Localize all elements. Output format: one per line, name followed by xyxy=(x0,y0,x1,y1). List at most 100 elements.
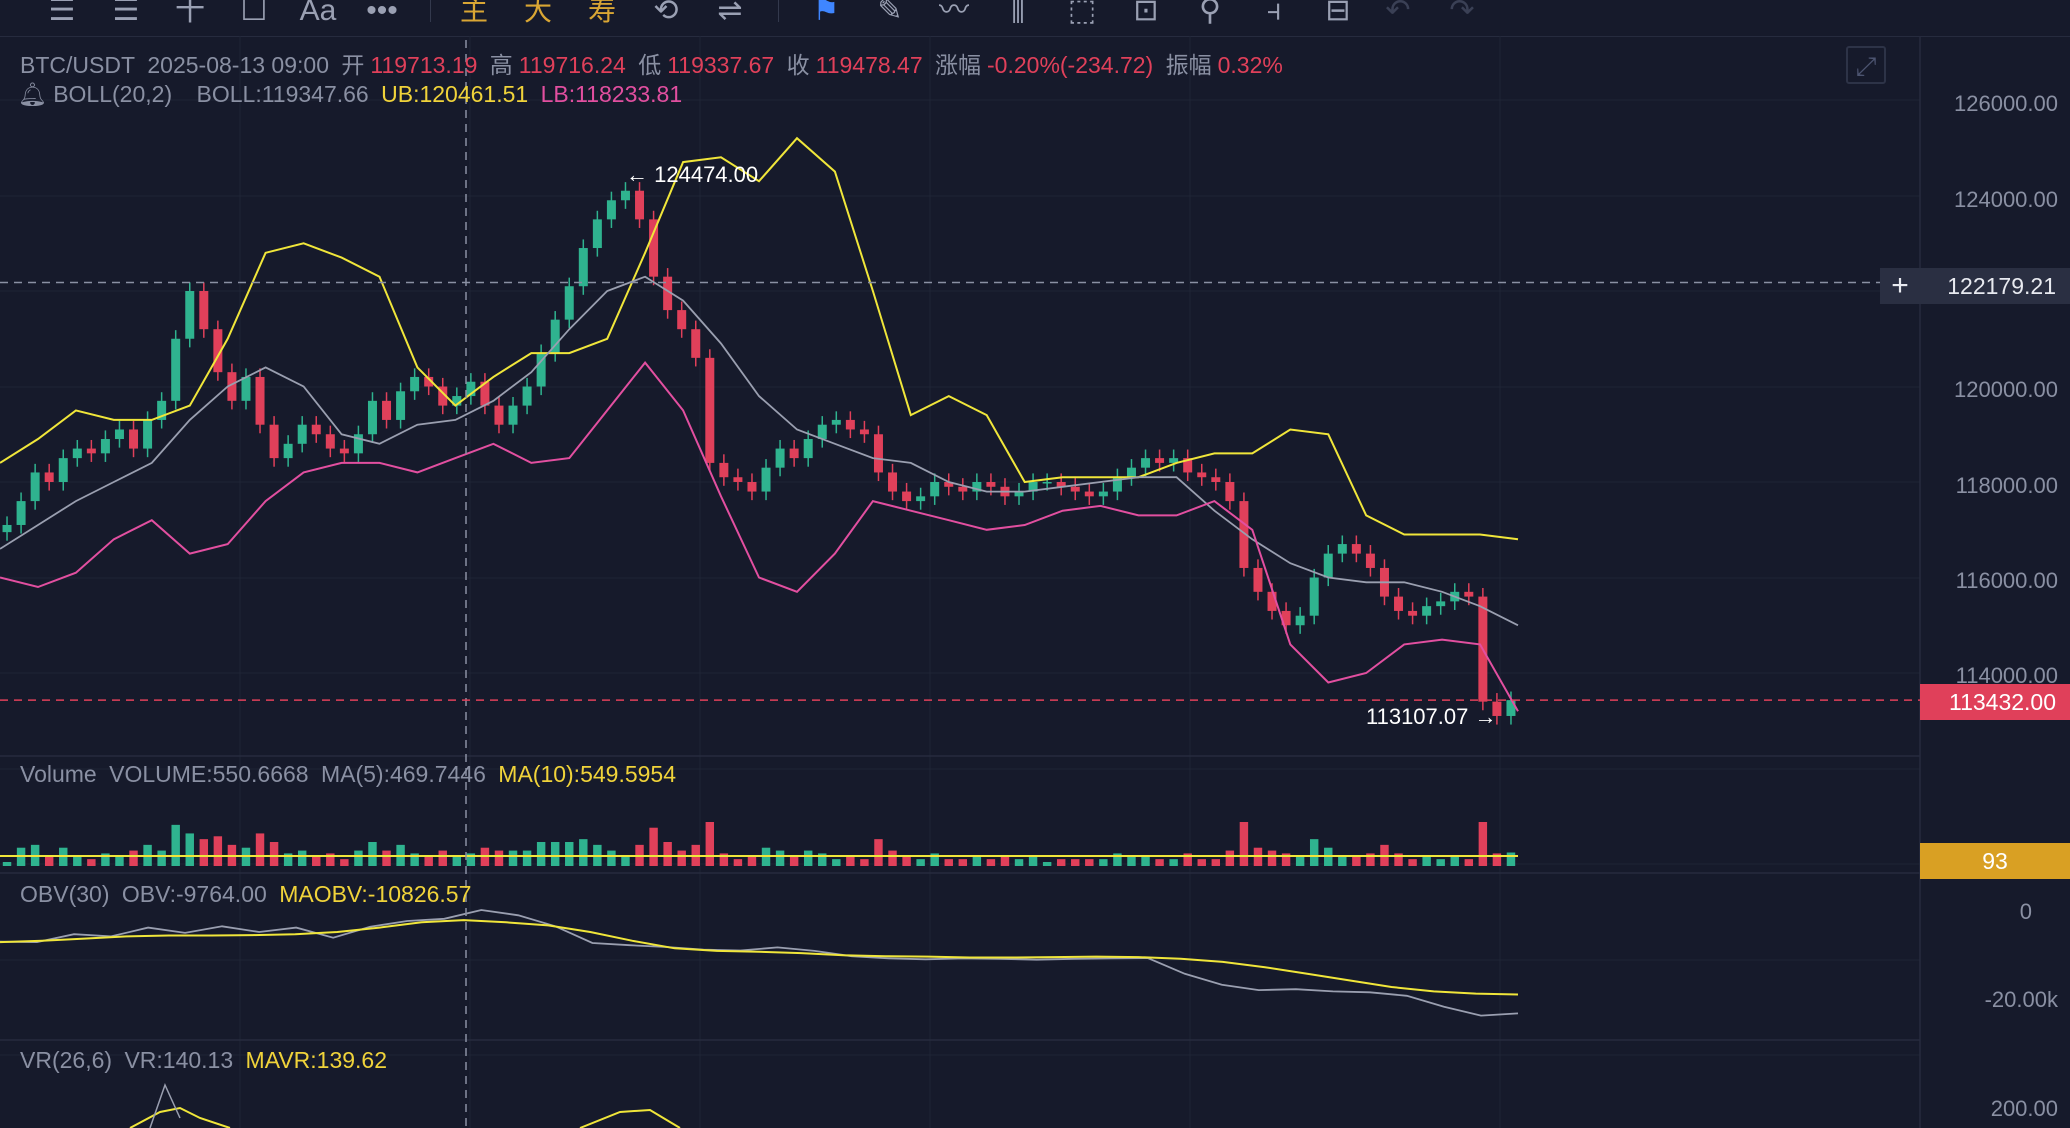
vr-line xyxy=(149,1082,181,1128)
candle-body xyxy=(30,472,40,502)
change-label: 涨幅 xyxy=(935,52,982,78)
volume-bar xyxy=(579,839,588,866)
obv-legend[interactable]: OBV(30) OBV:-9764.00 MAOBV:-10826.57 xyxy=(20,881,477,908)
volume-bar xyxy=(1295,856,1305,866)
candle-body xyxy=(1281,610,1291,626)
obv-value: OBV:-9764.00 xyxy=(121,881,267,907)
volume-bar xyxy=(101,853,110,866)
bell-icon[interactable]: 🔔︎ xyxy=(18,81,48,107)
volume-bar xyxy=(2,862,12,866)
volume-bar xyxy=(1000,856,1010,866)
kline-chart[interactable] xyxy=(0,36,2070,1128)
toolbar-button-0[interactable]: ☰ xyxy=(48,0,76,27)
add-alert-icon[interactable]: + xyxy=(1880,268,1920,304)
toolbar-button-5[interactable]: ••• xyxy=(366,0,398,27)
boll-legend[interactable]: 🔔︎ BOLL(20,2) BOLL:119347.66 UB:120461.51… xyxy=(18,81,688,108)
volume-bar xyxy=(1225,850,1235,866)
toolbar-button-12[interactable]: ✎ xyxy=(877,0,903,27)
obv-axis-tick: -20.00k xyxy=(1984,987,2058,1012)
volume-bars xyxy=(0,822,1518,866)
volume-legend[interactable]: Volume VOLUME:550.6668 MA(5):469.7446 MA… xyxy=(20,761,682,788)
candle-body xyxy=(283,443,293,459)
boll-mid: BOLL:119347.66 xyxy=(196,81,369,107)
candle-body xyxy=(944,482,954,487)
toolbar-button-7[interactable]: 大 xyxy=(523,0,552,26)
candle-body xyxy=(1183,458,1193,473)
boll-mid-line xyxy=(0,275,1519,627)
volume-bar xyxy=(803,850,813,866)
volume-bar xyxy=(1267,850,1277,866)
volume-bar xyxy=(1450,856,1459,866)
close-label: 收 xyxy=(786,52,810,78)
volume-bar xyxy=(354,850,363,866)
boll-ub: UB:120461.51 xyxy=(381,81,529,107)
toolbar-button-3[interactable]: ☐ xyxy=(240,0,268,27)
high-marker: ← 124474.00 xyxy=(626,162,759,187)
candle-body xyxy=(789,448,799,459)
candle-body xyxy=(536,353,546,387)
volume-bar xyxy=(747,856,757,866)
candle-body xyxy=(1309,577,1319,616)
volume-bar xyxy=(1113,853,1122,866)
toolbar-button-2[interactable]: 十 xyxy=(175,0,205,27)
candle-body xyxy=(86,448,96,454)
toolbar-button-14[interactable]: ⫼ xyxy=(1011,0,1025,27)
volume-bar xyxy=(199,839,209,866)
toolbar-button-21[interactable]: ↷ xyxy=(1449,0,1475,27)
candle-body xyxy=(452,396,462,406)
candle-body xyxy=(1028,482,1038,492)
toolbar-button-20[interactable]: ↶ xyxy=(1385,0,1411,27)
candle-body xyxy=(480,381,490,406)
toolbar-button-9[interactable]: ⟲ xyxy=(653,0,679,27)
toolbar-button-10[interactable]: ⇌ xyxy=(717,0,743,27)
volume-bar xyxy=(649,827,658,866)
volume-bar xyxy=(1085,859,1094,866)
volume-bar xyxy=(789,856,799,866)
expand-icon[interactable]: ⤢ xyxy=(1846,46,1886,84)
volume-bar xyxy=(87,859,96,866)
volume-bar xyxy=(312,856,321,866)
volume-bar xyxy=(1464,859,1474,866)
volume-bar xyxy=(705,822,715,866)
vr-value: VR:140.13 xyxy=(124,1047,234,1073)
toolbar-button-6[interactable]: 主 xyxy=(459,0,488,26)
candle-body xyxy=(1253,567,1263,592)
candle-body xyxy=(339,448,349,454)
candle-body xyxy=(325,434,335,449)
toolbar-button-11[interactable]: ⚑ xyxy=(812,0,840,27)
candle-body xyxy=(1098,491,1108,497)
volume-bar xyxy=(1183,853,1192,866)
candle-body xyxy=(550,319,560,354)
volume-bar xyxy=(129,850,138,866)
toolbar-button-13[interactable]: 〰 xyxy=(939,0,969,27)
toolbar-button-18[interactable]: ⫞ xyxy=(1266,0,1282,27)
low-label: 低 xyxy=(638,52,662,78)
candle-body xyxy=(719,462,729,478)
candle-body xyxy=(1042,482,1052,484)
boll-name: BOLL(20,2) xyxy=(53,81,173,107)
candle-body xyxy=(930,482,940,497)
volume-bar xyxy=(888,850,897,866)
candle-body xyxy=(831,419,841,425)
toolbar-button-17[interactable]: ⚲ xyxy=(1199,0,1221,27)
price-axis-tick: 118000.00 xyxy=(1955,473,2058,498)
vr-legend[interactable]: VR(26,6) VR:140.13 MAVR:139.62 xyxy=(20,1047,393,1074)
boll-lines xyxy=(0,136,1519,712)
candle-body xyxy=(1323,553,1333,578)
candle-body xyxy=(761,467,771,492)
vr-name: VR(26,6) xyxy=(20,1047,113,1073)
candle-body xyxy=(986,482,996,487)
overlay xyxy=(0,40,1920,1128)
volume-bar xyxy=(607,850,616,866)
volume-bar xyxy=(326,853,335,866)
toolbar-button-15[interactable]: ⬚ xyxy=(1067,0,1097,27)
toolbar-button-16[interactable]: ⊡ xyxy=(1133,0,1159,27)
candle-body xyxy=(888,472,898,492)
toolbar-button-19[interactable]: ⊟ xyxy=(1325,0,1351,27)
toolbar-button-8[interactable]: 寿 xyxy=(587,0,616,26)
volume-bar xyxy=(115,856,124,866)
volume-bar xyxy=(494,850,504,866)
toolbar-button-4[interactable]: Aa xyxy=(299,0,337,27)
toolbar-button-1[interactable]: ☰ xyxy=(112,0,140,27)
candle-body xyxy=(241,376,251,401)
